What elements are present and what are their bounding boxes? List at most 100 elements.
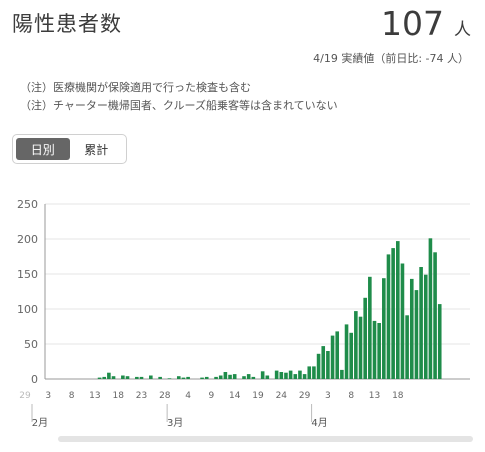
bar xyxy=(139,376,144,379)
bar xyxy=(396,241,400,379)
bar xyxy=(204,376,209,379)
bar xyxy=(428,238,433,379)
bar xyxy=(382,278,386,379)
bar xyxy=(107,372,111,379)
x-tick-label: 29 xyxy=(299,391,311,401)
bar xyxy=(251,376,256,379)
x-tick-label: 13 xyxy=(369,391,380,401)
bar xyxy=(298,370,302,379)
bar xyxy=(321,346,326,379)
current-value: 107 人 xyxy=(381,4,471,43)
value-number: 107 xyxy=(381,4,444,43)
bar xyxy=(312,366,316,379)
bar xyxy=(218,375,223,379)
bar xyxy=(307,366,312,379)
bar xyxy=(279,372,284,379)
x-tick-label: 3 xyxy=(45,391,51,401)
bar xyxy=(102,376,107,379)
bar xyxy=(349,332,353,379)
bar xyxy=(284,372,288,379)
bar xyxy=(368,276,372,379)
bar xyxy=(363,297,367,379)
bar xyxy=(288,370,293,379)
month-label: 4月 xyxy=(311,417,327,429)
view-toggle: 日別 累計 xyxy=(12,134,127,164)
bar xyxy=(176,376,181,379)
y-tick-label: 250 xyxy=(17,198,38,211)
bar xyxy=(372,320,377,379)
bar xyxy=(149,375,153,379)
bar xyxy=(414,290,419,379)
cumulative-button[interactable]: 累計 xyxy=(84,142,109,157)
bar xyxy=(274,370,279,379)
bar xyxy=(111,376,116,379)
x-tick-label: 19 xyxy=(252,391,264,401)
y-tick-label: 50 xyxy=(24,338,38,351)
note-line-1: （注）医療機関が保険適用で行った検査も含む xyxy=(20,81,251,94)
bar xyxy=(326,351,330,379)
bar xyxy=(246,374,251,379)
bar xyxy=(121,375,125,379)
x-tick-label: 18 xyxy=(392,391,404,401)
bar xyxy=(265,375,270,379)
x-tick-label: 8 xyxy=(69,391,75,401)
bar xyxy=(125,376,130,379)
bar xyxy=(181,377,186,379)
x-tick-label: 14 xyxy=(229,391,241,401)
x-tick-label: 3 xyxy=(325,391,331,401)
bar xyxy=(135,376,139,379)
y-tick-label: 0 xyxy=(31,373,38,386)
bar xyxy=(260,371,265,379)
bar xyxy=(335,331,340,379)
bar xyxy=(186,376,190,379)
daily-button[interactable]: 日別 xyxy=(16,138,70,160)
y-tick-label: 150 xyxy=(17,268,38,281)
x-tick-label: 24 xyxy=(276,391,288,401)
daily-cases-chart: 0 50 100 150 200 250 29 3 8 13 18 23 28 4 9 14 19 24 29 3 8 1… xyxy=(17,198,470,429)
bar xyxy=(409,278,414,379)
bar xyxy=(358,316,363,379)
bar xyxy=(167,378,172,379)
note-line-2: （注）チャーター機帰国者、クルーズ船乗客等は含まれていない xyxy=(20,99,338,112)
bar xyxy=(214,376,218,379)
bar xyxy=(158,376,162,379)
y-tick-label: 200 xyxy=(17,233,38,246)
bar xyxy=(293,374,298,379)
month-label: 3月 xyxy=(167,417,183,429)
x-tick-label: 23 xyxy=(136,391,147,401)
bar xyxy=(340,369,344,379)
chart-scrollbar[interactable] xyxy=(58,436,473,442)
month-label: 2月 xyxy=(32,417,48,429)
bar xyxy=(419,267,423,379)
bar xyxy=(423,274,428,379)
x-tick-label: 8 xyxy=(348,391,354,401)
bar xyxy=(316,353,321,379)
x-tick-label: 18 xyxy=(112,391,124,401)
bar xyxy=(344,324,349,379)
bar xyxy=(391,248,395,379)
bar xyxy=(437,304,442,379)
bar xyxy=(200,377,204,379)
x-tick-label: 28 xyxy=(159,391,171,401)
bar xyxy=(400,263,405,379)
x-tick-label: 13 xyxy=(89,391,100,401)
bar xyxy=(232,374,237,379)
bar xyxy=(223,372,228,379)
bar xyxy=(330,335,335,379)
x-tick-label: 9 xyxy=(209,391,215,401)
bar xyxy=(377,323,381,379)
value-unit: 人 xyxy=(454,20,471,40)
date-summary: 4/19 実績値（前日比: -74 人） xyxy=(313,52,469,65)
bar xyxy=(242,376,246,379)
panel-title: 陽性患者数 xyxy=(12,12,122,36)
bar xyxy=(97,377,102,379)
bar xyxy=(354,311,358,379)
x-tick-label: 29 xyxy=(19,391,31,401)
bar xyxy=(386,254,391,379)
bar xyxy=(433,252,437,379)
x-tick-label: 4 xyxy=(185,391,191,401)
bar xyxy=(302,374,307,379)
bar xyxy=(228,374,232,379)
bar xyxy=(405,315,409,379)
y-tick-label: 100 xyxy=(17,303,38,316)
